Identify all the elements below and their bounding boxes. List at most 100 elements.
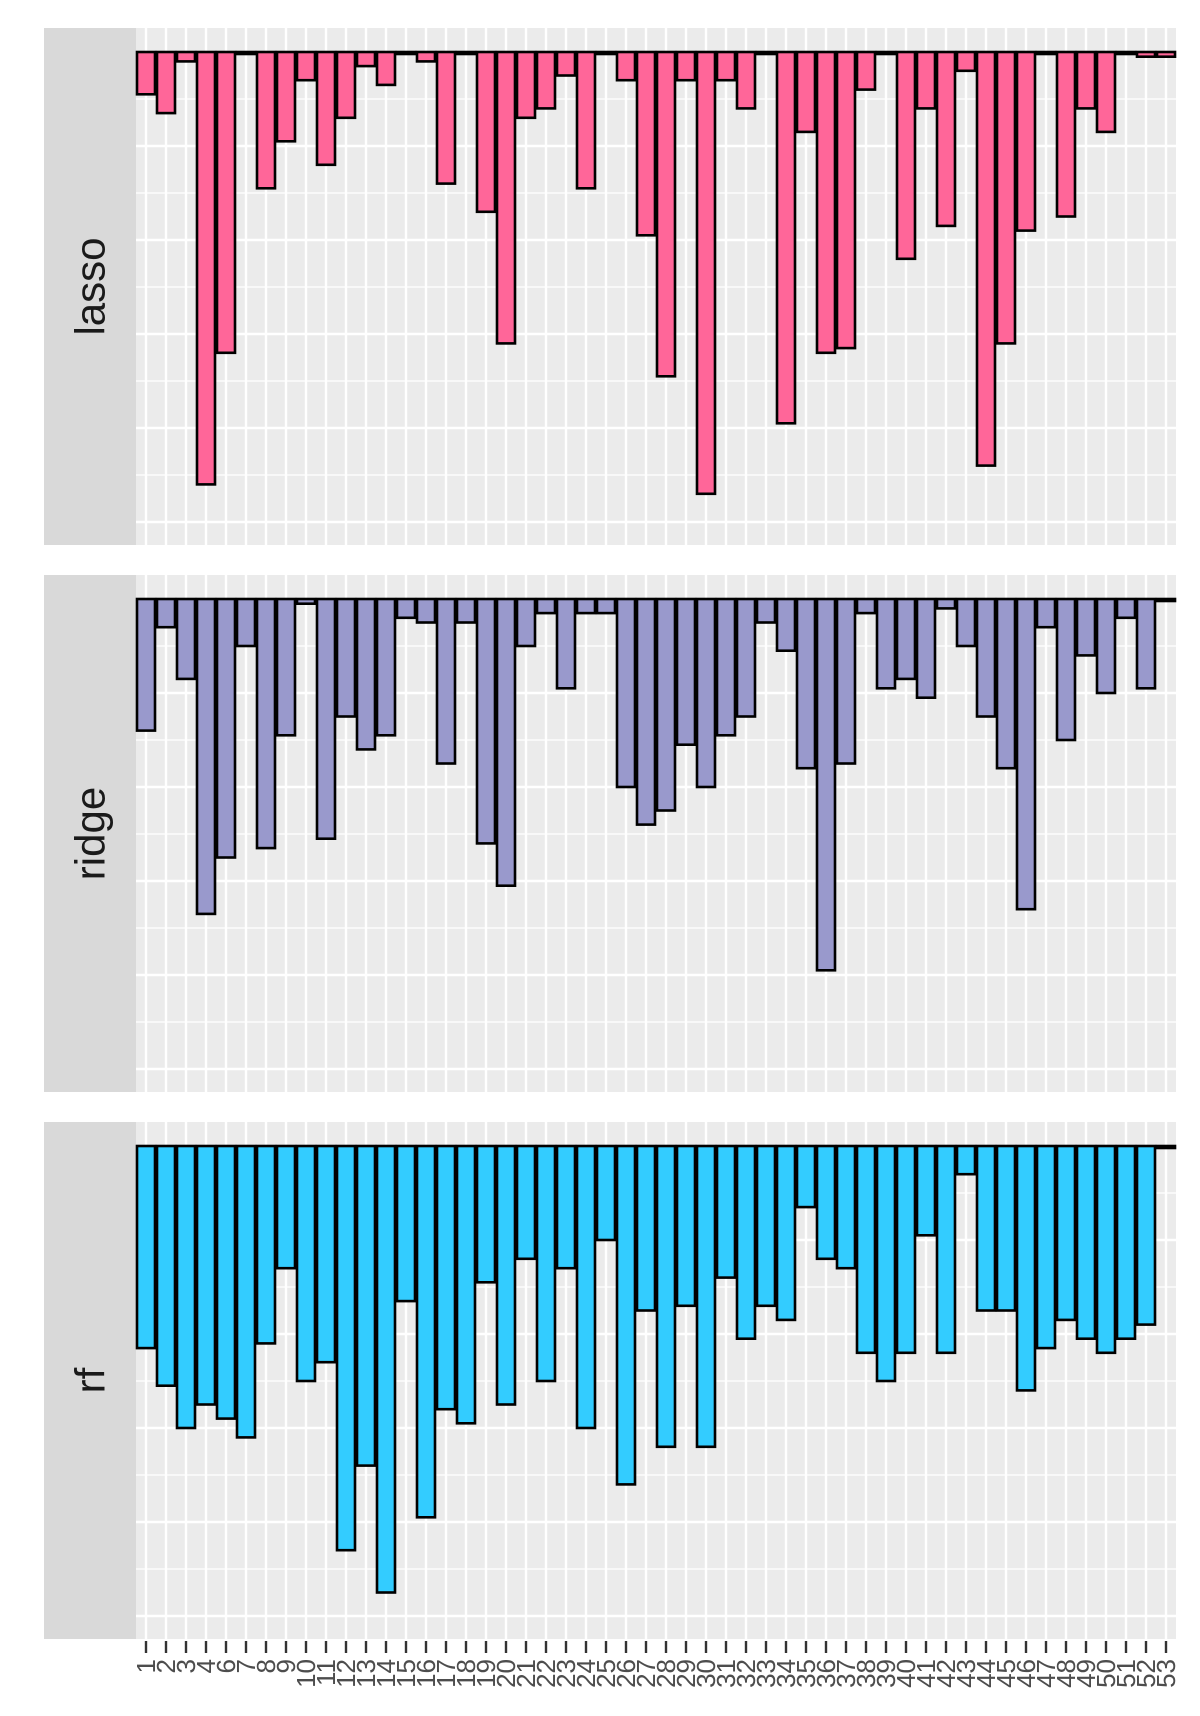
- x-tick-label: 30: [691, 1659, 721, 1688]
- bar-ridge-44: [975, 597, 997, 718]
- x-tick-label: 21: [511, 1659, 541, 1688]
- bar-rf-17: [435, 1144, 457, 1411]
- bar-rf-29: [675, 1144, 697, 1308]
- bar-rf-18: [455, 1144, 477, 1425]
- x-tick-label: 8: [251, 1659, 281, 1673]
- x-tick-label: 33: [751, 1659, 781, 1688]
- bar-ridge-6: [215, 597, 237, 859]
- bar-rf-13: [355, 1144, 377, 1467]
- x-tick-label: 40: [891, 1659, 921, 1688]
- bar-ridge-26: [615, 597, 637, 789]
- x-tick-label: 12: [331, 1659, 361, 1688]
- x-tick-label: 45: [991, 1659, 1021, 1688]
- x-tick-label: 38: [851, 1659, 881, 1688]
- bar-ridge-49: [1075, 597, 1097, 657]
- bar-ridge-40: [895, 597, 917, 681]
- bar-ridge-28: [655, 597, 677, 812]
- bar-lasso-47: [1035, 50, 1057, 56]
- x-tick-label: 25: [591, 1659, 621, 1688]
- strip-label: lasso: [67, 237, 114, 335]
- bar-rf-33: [755, 1144, 777, 1308]
- bar-lasso-53: [1155, 50, 1177, 58]
- bar-lasso-41: [915, 50, 937, 110]
- bar-rf-38: [855, 1144, 877, 1355]
- x-tick-label: 4: [191, 1659, 221, 1673]
- x-tick-label: 52: [1131, 1659, 1161, 1688]
- bar-rf-48: [1055, 1144, 1077, 1322]
- bar-lasso-11: [315, 50, 337, 167]
- bar-lasso-19: [475, 50, 497, 214]
- bar-ridge-52: [1135, 597, 1157, 690]
- bar-lasso-42: [935, 50, 957, 228]
- bar-ridge-1: [135, 597, 157, 732]
- x-tick-label: 3: [171, 1659, 201, 1673]
- bar-ridge-12: [335, 597, 357, 718]
- x-tick-label: 51: [1111, 1659, 1141, 1688]
- bar-lasso-4: [195, 50, 217, 486]
- bar-ridge-36: [815, 597, 837, 972]
- bar-lasso-40: [895, 50, 917, 261]
- bar-ridge-9: [275, 597, 297, 737]
- bar-ridge-37: [835, 597, 857, 765]
- bar-rf-44: [975, 1144, 997, 1312]
- bar-ridge-29: [675, 597, 697, 746]
- x-tick-label: 41: [911, 1659, 941, 1688]
- bar-ridge-45: [995, 597, 1017, 770]
- bar-ridge-21: [515, 597, 537, 648]
- bar-ridge-50: [1095, 597, 1117, 695]
- x-tick-label: 31: [711, 1659, 741, 1688]
- bar-ridge-19: [475, 597, 497, 845]
- x-tick-label: 14: [371, 1659, 401, 1688]
- bar-rf-28: [655, 1144, 677, 1449]
- bar-ridge-24: [575, 597, 597, 615]
- x-tick-label: 2: [151, 1659, 181, 1673]
- x-tick-label: 35: [791, 1659, 821, 1688]
- x-tick-label: 47: [1031, 1659, 1061, 1688]
- bar-lasso-30: [695, 50, 717, 496]
- bar-rf-40: [895, 1144, 917, 1355]
- bar-lasso-46: [1015, 50, 1037, 232]
- bar-rf-16: [415, 1144, 437, 1519]
- bar-ridge-22: [535, 597, 557, 615]
- bar-ridge-14: [375, 597, 397, 737]
- x-tick-label: 43: [951, 1659, 981, 1688]
- bar-lasso-22: [535, 50, 557, 110]
- x-tick-label: 24: [571, 1659, 601, 1688]
- bar-lasso-49: [1075, 50, 1097, 110]
- x-tick-label: 13: [351, 1659, 381, 1688]
- bar-lasso-31: [715, 50, 737, 82]
- bar-ridge-18: [455, 597, 477, 624]
- x-tick-label: 36: [811, 1659, 841, 1688]
- bar-lasso-3: [175, 50, 197, 63]
- bar-lasso-34: [775, 50, 797, 425]
- bar-rf-52: [1135, 1144, 1157, 1326]
- bar-ridge-2: [155, 597, 177, 629]
- bar-rf-10: [295, 1144, 317, 1383]
- panel-ridge: ridge: [44, 575, 1177, 1092]
- bar-rf-47: [1035, 1144, 1057, 1350]
- bar-ridge-17: [435, 597, 457, 765]
- bar-rf-2: [155, 1144, 177, 1387]
- bar-ridge-35: [795, 597, 817, 770]
- bar-lasso-36: [815, 50, 837, 355]
- bar-lasso-32: [735, 50, 757, 110]
- bar-ridge-27: [635, 597, 657, 826]
- bar-ridge-25: [595, 597, 617, 615]
- bar-ridge-10: [295, 597, 317, 605]
- x-tick-label: 26: [611, 1659, 641, 1688]
- bar-lasso-9: [275, 50, 297, 143]
- bar-lasso-8: [255, 50, 277, 190]
- bar-ridge-32: [735, 597, 757, 718]
- bar-rf-25: [595, 1144, 617, 1242]
- bar-rf-31: [715, 1144, 737, 1279]
- panel-rf: rf: [44, 1122, 1177, 1639]
- bar-rf-27: [635, 1144, 657, 1312]
- x-tick-label: 19: [471, 1659, 501, 1688]
- x-tick-label: 6: [211, 1659, 241, 1673]
- bar-lasso-16: [415, 50, 437, 63]
- bar-rf-37: [835, 1144, 857, 1270]
- bar-lasso-44: [975, 50, 997, 467]
- bar-lasso-45: [995, 50, 1017, 345]
- strip-label: ridge: [67, 787, 114, 880]
